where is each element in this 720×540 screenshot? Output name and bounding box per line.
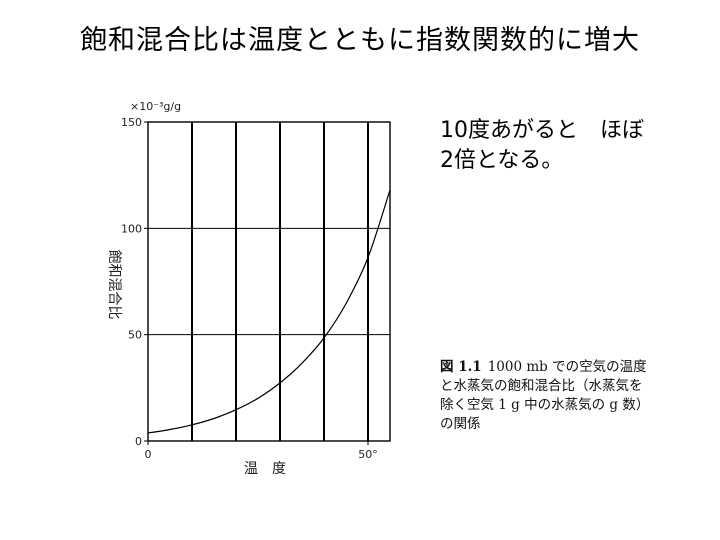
figure-caption-line-2: と水蒸気の飽和混合比（水蒸気を <box>440 378 643 394</box>
figure-caption-line-4: の関係 <box>440 416 481 432</box>
note-line-2: 2倍となる。 <box>440 148 564 173</box>
y-tick-label: 0 <box>135 435 142 448</box>
note-text: 10度あがると ほぼ 2倍となる。 <box>440 116 644 176</box>
y-axis-unit-label: ×10⁻³g/g <box>130 100 181 113</box>
series-line-mixing-ratio <box>147 189 391 434</box>
y-axis-label: 飽和混合比 <box>106 250 123 320</box>
x-tick-label: 50° <box>358 448 378 461</box>
x-tick-label: 0 <box>145 448 152 461</box>
y-tick-label: 150 <box>121 116 142 129</box>
figure-caption-label: 図 1.1 <box>440 359 482 375</box>
y-tick-label: 100 <box>121 222 142 235</box>
x-axis-label: 温 度 <box>244 461 286 477</box>
figure-caption-line-3: 除く空気 1 g 中の水蒸気の g 数） <box>440 397 650 413</box>
plot-frame <box>147 121 391 442</box>
figure-caption: 図 1.1 1000 mb での空気の温度 と水蒸気の飽和混合比（水蒸気を 除く空… <box>440 358 710 434</box>
note-line-1: 10度あがると ほぼ <box>440 118 644 143</box>
figure-caption-line-1: 1000 mb での空気の温度 <box>487 359 647 375</box>
grid-lines <box>148 122 390 441</box>
y-tick-label: 50 <box>128 329 142 342</box>
slide-title: 飽和混合比は温度とともに指数関数的に増大 <box>80 25 640 56</box>
tick-marks <box>144 121 369 445</box>
